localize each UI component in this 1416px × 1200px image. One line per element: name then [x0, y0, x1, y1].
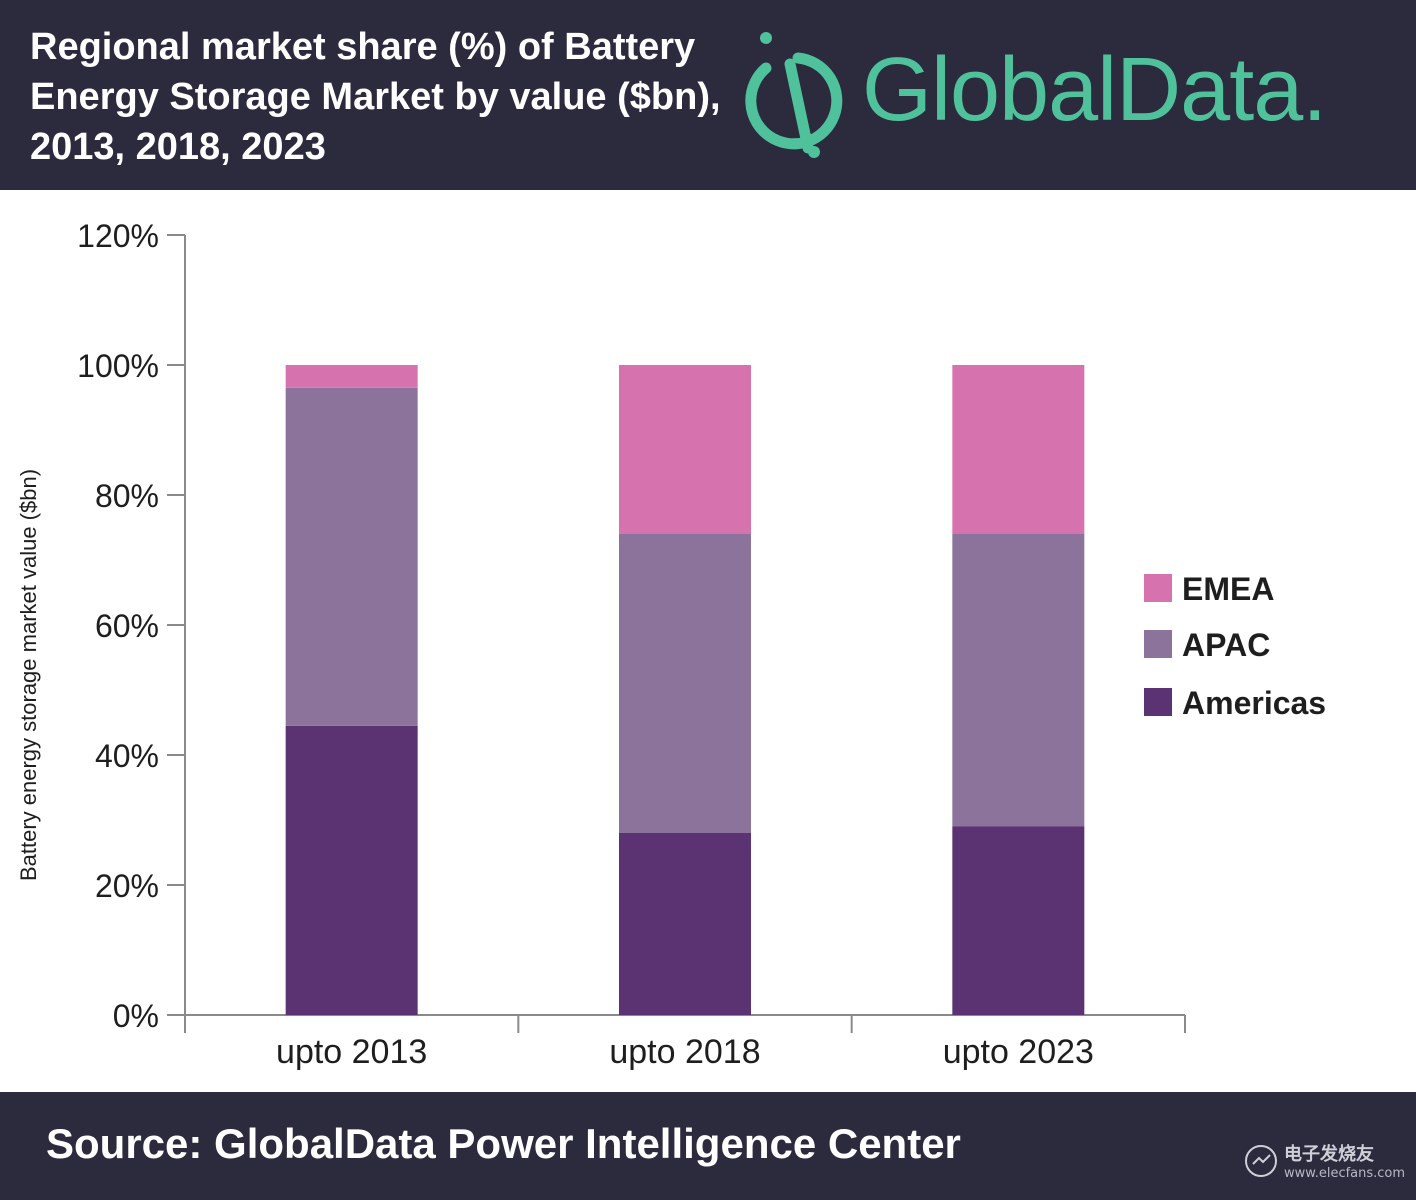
- globaldata-logo-icon: [745, 32, 843, 158]
- y-tick-label: 40%: [95, 738, 159, 774]
- x-tick-label: upto 2018: [609, 1033, 760, 1071]
- legend-swatch-emea: [1144, 574, 1172, 602]
- y-tick-label: 20%: [95, 868, 159, 904]
- chart-title: Regional market share (%) of Battery Ene…: [30, 26, 721, 168]
- bar-americas-3: [952, 826, 1085, 1015]
- legend-label-americas: Americas: [1182, 685, 1326, 721]
- y-tick-label: 120%: [77, 218, 159, 254]
- watermark-icon: [1245, 1145, 1277, 1177]
- bar-apac-2: [619, 534, 751, 833]
- bar-emea-1: [285, 365, 418, 388]
- bar-americas-1: [285, 725, 418, 1015]
- y-tick-label: 0%: [113, 998, 159, 1034]
- y-tick-label: 100%: [77, 348, 159, 384]
- bar-emea-3: [952, 365, 1085, 534]
- legend-swatch-apac: [1144, 630, 1172, 658]
- y-tick-label: 60%: [95, 608, 159, 644]
- bar-emea-2: [619, 365, 751, 534]
- logo-wordmark: GlobalData.: [862, 40, 1327, 140]
- legend-swatch-americas: [1144, 688, 1172, 716]
- footer-banner: Source: GlobalData Power Intelligence Ce…: [0, 1092, 1416, 1200]
- globaldata-logo: GlobalData.: [736, 30, 1396, 160]
- y-axis-title: Battery energy storage market value ($bn…: [16, 469, 41, 881]
- header-banner: Regional market share (%) of Battery Ene…: [0, 0, 1416, 190]
- watermark-name: 电子发烧友: [1284, 1144, 1374, 1165]
- bar-apac-3: [952, 534, 1085, 827]
- x-tick-label: upto 2023: [943, 1033, 1094, 1071]
- legend-label-apac: APAC: [1182, 627, 1270, 663]
- watermark-url: www.elecfans.com: [1284, 1166, 1406, 1181]
- source-text: Source: GlobalData Power Intelligence Ce…: [46, 1120, 961, 1167]
- y-tick-label: 80%: [95, 478, 159, 514]
- x-tick-label: upto 2013: [276, 1033, 427, 1071]
- stacked-bar-chart: 0% 20% 40% 60% 80% 100% 120% Battery energy sto…: [16, 218, 1326, 1071]
- watermark: 电子发烧友 www.elecfans.com: [1244, 1138, 1405, 1188]
- bar-americas-2: [619, 833, 751, 1015]
- bar-apac-1: [285, 387, 418, 726]
- legend-label-emea: EMEA: [1182, 571, 1274, 607]
